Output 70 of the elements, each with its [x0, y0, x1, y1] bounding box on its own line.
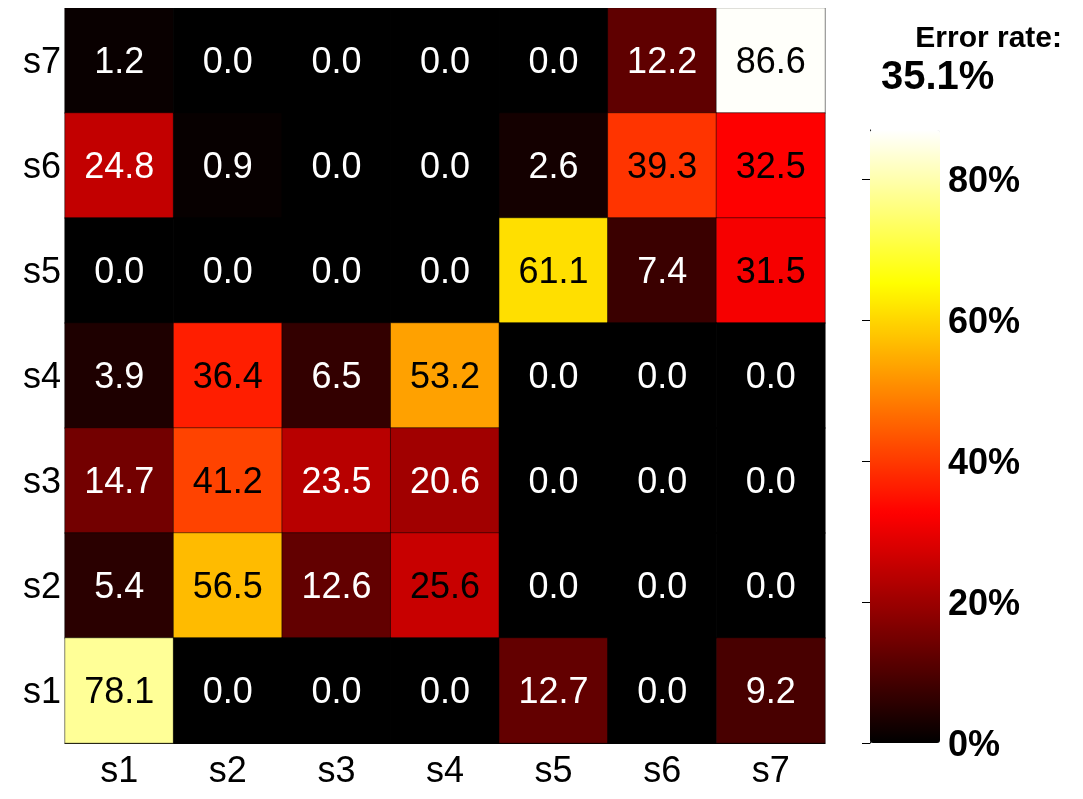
- color-bar-label: 60%: [948, 299, 1021, 341]
- color-bar-label: 0%: [948, 722, 1001, 764]
- data-label: 9.2: [745, 670, 796, 711]
- data-label: 0.0: [745, 565, 796, 606]
- data-label: 0.0: [745, 460, 796, 501]
- x-tick-label: s5: [534, 748, 573, 790]
- data-label: 23.5: [301, 460, 372, 501]
- y-tick-label: s3: [22, 460, 61, 501]
- data-label: 25.6: [409, 565, 481, 606]
- data-label: 0.0: [419, 670, 471, 711]
- data-label: 0.0: [637, 355, 688, 396]
- data-label: 0.0: [202, 250, 253, 291]
- data-label: 78.1: [84, 670, 155, 711]
- color-bar-label: 80%: [948, 158, 1021, 200]
- data-label: 0.0: [311, 40, 362, 81]
- data-label: 0.0: [419, 250, 471, 291]
- x-tick-label: s3: [317, 748, 356, 790]
- data-label: 0.0: [419, 145, 471, 186]
- data-label: 14.7: [84, 460, 155, 501]
- data-label: 0.0: [745, 355, 796, 396]
- data-label: 2.6: [528, 145, 579, 186]
- data-label: 0.0: [528, 460, 579, 501]
- data-label: 12.6: [301, 565, 372, 606]
- text: 35.1%: [881, 53, 995, 97]
- color-bar-label: 40%: [948, 440, 1021, 482]
- data-label: 24.8: [84, 145, 155, 186]
- data-label: 56.5: [192, 565, 263, 606]
- data-label: 12.7: [518, 670, 589, 711]
- data-label: 3.9: [94, 355, 145, 396]
- data-label: 32.5: [735, 145, 806, 186]
- data-label: 0.0: [637, 565, 688, 606]
- x-tick-label: s7: [751, 748, 790, 790]
- y-tick-label: s5: [22, 250, 61, 291]
- data-label: 5.4: [94, 565, 145, 606]
- data-label: 6.5: [311, 355, 362, 396]
- data-label: 31.5: [735, 250, 806, 291]
- data-label: 7.4: [637, 250, 688, 291]
- data-label: 0.0: [202, 40, 253, 81]
- data-label: 53.2: [409, 355, 481, 396]
- y-tick-label: s7: [22, 40, 61, 81]
- data-label: 0.0: [94, 250, 145, 291]
- data-label: 0.0: [637, 460, 688, 501]
- y-tick-label: s1: [22, 670, 61, 711]
- data-label: 12.2: [627, 40, 698, 81]
- data-label: 39.3: [627, 145, 698, 186]
- x-tick-label: s4: [425, 748, 465, 790]
- y-tick-label: s6: [22, 145, 61, 186]
- x-tick-label: s6: [643, 748, 682, 790]
- data-label: 0.0: [528, 565, 579, 606]
- data-label: 0.0: [311, 250, 362, 291]
- data-label: 0.0: [419, 40, 471, 81]
- x-tick-label: s1: [100, 748, 139, 790]
- data-label: 0.0: [311, 670, 362, 711]
- data-label: 0.0: [528, 40, 579, 81]
- data-label: 86.6: [735, 40, 806, 81]
- data-label: 0.9: [202, 145, 253, 186]
- text: Error rate:: [915, 19, 1062, 53]
- data-label: 1.2: [94, 40, 145, 81]
- data-label: 61.1: [518, 250, 589, 291]
- y-tick-label: s4: [22, 355, 61, 396]
- data-label: 0.0: [637, 670, 688, 711]
- data-label: 36.4: [192, 355, 263, 396]
- data-label: 20.6: [409, 460, 481, 501]
- x-tick-label: s2: [208, 748, 247, 790]
- data-label: 0.0: [528, 355, 579, 396]
- color-bar-label: 20%: [948, 581, 1021, 623]
- y-tick-label: s2: [22, 565, 61, 606]
- data-label: 0.0: [202, 670, 253, 711]
- data-label: 0.0: [311, 145, 362, 186]
- data-label: 41.2: [192, 460, 263, 501]
